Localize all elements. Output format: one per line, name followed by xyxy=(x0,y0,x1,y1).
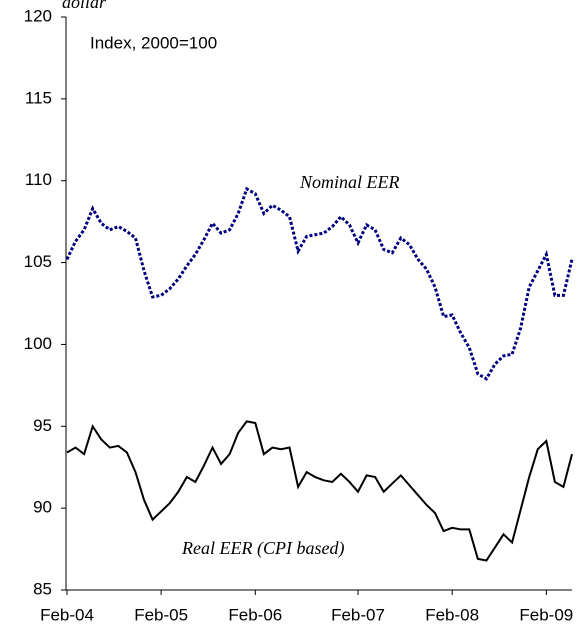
y-tick-label: 115 xyxy=(25,88,52,107)
x-tick-label: Feb-05 xyxy=(134,605,188,624)
annotation: Real EER (CPI based) xyxy=(181,538,344,559)
y-tick-label: 105 xyxy=(24,252,52,271)
x-tick-label: Feb-06 xyxy=(228,605,282,624)
x-tick-label: Feb-09 xyxy=(519,605,573,624)
y-tick-label: 120 xyxy=(24,6,52,25)
y-tick-label: 95 xyxy=(33,416,52,435)
x-tick-label: Feb-07 xyxy=(331,605,385,624)
y-tick-label: 90 xyxy=(33,498,52,517)
annotation: Index, 2000=100 xyxy=(90,33,217,52)
y-tick-label: 85 xyxy=(33,579,52,598)
y-tick-label: 110 xyxy=(25,170,52,189)
series-line xyxy=(66,420,573,562)
y-tick-label: 100 xyxy=(24,334,52,353)
annotation: Nominal EER xyxy=(299,172,400,192)
chart-title: dollar xyxy=(62,0,107,12)
x-tick-label: Feb-08 xyxy=(425,605,479,624)
x-tick-label: Feb-04 xyxy=(40,605,94,624)
series-line xyxy=(65,186,574,381)
